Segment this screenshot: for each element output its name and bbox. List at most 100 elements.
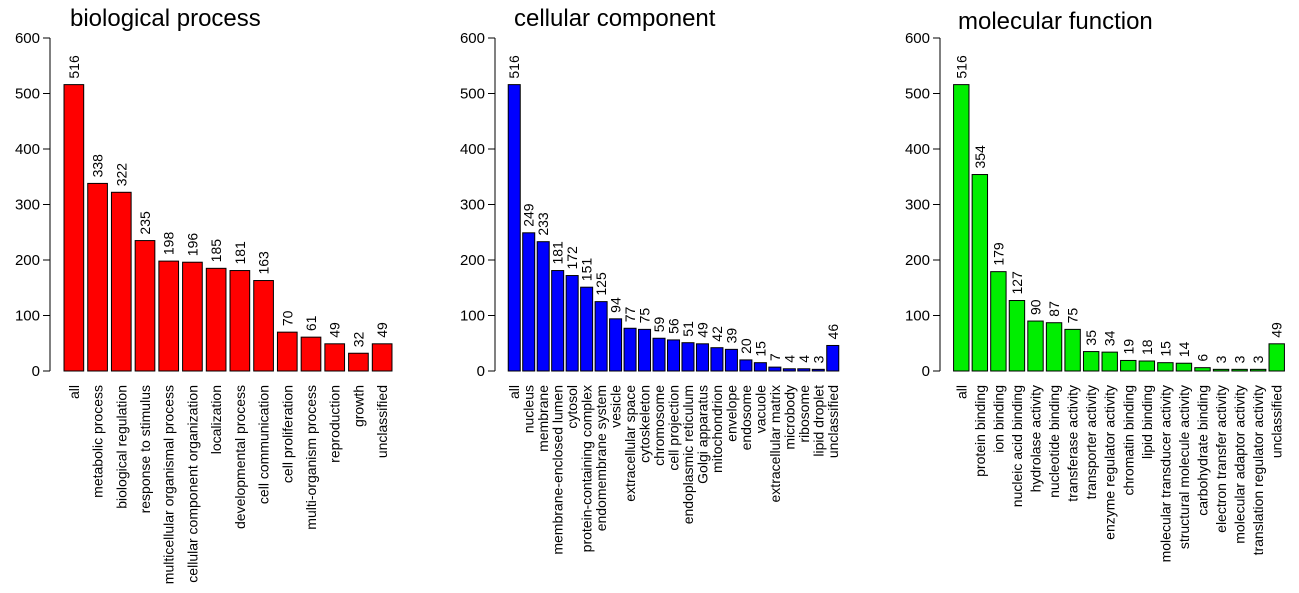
category-label: hydrolase activity	[1028, 385, 1044, 492]
y-tick-label: 500	[460, 86, 485, 103]
category-label: molecular transducer activity	[1157, 385, 1173, 562]
bar	[594, 301, 608, 372]
category-label: unclassified	[1269, 385, 1285, 458]
bar	[276, 331, 298, 372]
category-label: nucleic acid binding	[1009, 385, 1025, 507]
category-label: multicellular organismal process	[161, 385, 177, 584]
data-label: 75	[1065, 308, 1081, 324]
chart-panel-3: molecular function 0 100 200 300 400 500 600 516…	[905, 8, 1285, 562]
y-tick-label: 0	[32, 363, 40, 380]
bar	[182, 261, 203, 372]
bar	[522, 232, 536, 372]
data-label: 39	[723, 328, 739, 344]
data-label: 125	[593, 272, 609, 296]
bar	[990, 271, 1007, 372]
data-label: 18	[1139, 339, 1155, 355]
y-tick-label: 600	[905, 30, 930, 47]
category-label: chromatin binding	[1120, 385, 1136, 496]
bar	[1008, 300, 1026, 372]
y-tick-label: 500	[905, 86, 930, 103]
category-label: nucleus	[521, 385, 537, 433]
data-label: 181	[232, 241, 248, 265]
y-tick-label: 200	[460, 252, 485, 269]
category-label: cell proliferation	[279, 385, 295, 483]
data-label: 94	[608, 297, 624, 313]
bar	[87, 182, 108, 372]
bar	[768, 366, 782, 372]
bar	[371, 343, 393, 372]
category-label: all	[953, 385, 969, 399]
data-label: 75	[637, 308, 653, 324]
bar	[110, 191, 132, 372]
category-label: reproduction	[327, 385, 343, 463]
category-label: chromosome	[651, 385, 667, 466]
bar	[1045, 322, 1063, 372]
category-label: extracellular space	[622, 385, 638, 502]
y-tick-label: 200	[15, 252, 40, 269]
y-tick-label: 400	[905, 141, 930, 158]
data-label: 32	[350, 331, 366, 347]
category-label: all	[66, 385, 82, 399]
data-label: 233	[535, 212, 551, 236]
data-label: 51	[680, 321, 696, 337]
category-label: structural molecule activity	[1176, 385, 1192, 549]
data-label: 34	[1102, 330, 1118, 346]
y-tick-label: 100	[15, 308, 40, 325]
category-label: cellular component organization	[184, 385, 200, 583]
category-label: ribosome	[796, 385, 812, 443]
category-label: membrane-enclosed lumen	[550, 385, 566, 555]
data-label: 35	[1083, 330, 1099, 346]
data-label: 87	[1046, 301, 1062, 317]
data-label: 59	[651, 316, 667, 332]
bar	[1064, 328, 1081, 372]
data-label: 196	[184, 233, 200, 257]
bar	[63, 84, 85, 372]
category-label: lipid binding	[1139, 385, 1155, 459]
data-label: 77	[622, 306, 638, 322]
bar	[623, 327, 637, 372]
bar	[229, 270, 251, 372]
chart-title: molecular function	[958, 8, 1153, 35]
data-label: 516	[66, 55, 82, 79]
data-label: 127	[1009, 271, 1025, 295]
data-label: 249	[521, 203, 537, 227]
bar	[1194, 367, 1211, 372]
bar	[158, 260, 180, 372]
data-label: 235	[137, 211, 153, 235]
y-tick-label: 600	[460, 30, 485, 47]
bar	[551, 270, 565, 372]
chart-panel-2: cellular component 0 100 200 300 400 500 600 516…	[460, 5, 841, 555]
bar	[652, 337, 666, 372]
data-label: 181	[550, 241, 566, 265]
y-tick-label: 600	[15, 30, 40, 47]
chart-title: cellular component	[514, 5, 716, 32]
category-label: microbody	[781, 385, 797, 450]
bar	[782, 368, 796, 372]
category-label: translation regulator activity	[1250, 385, 1266, 555]
y-tick-label: 0	[922, 363, 930, 380]
bar	[253, 280, 274, 372]
bar	[609, 318, 623, 372]
category-label: cell communication	[256, 385, 272, 504]
bar	[710, 347, 724, 372]
bar	[1175, 362, 1193, 372]
bar	[638, 328, 652, 372]
bar	[739, 359, 753, 372]
bar	[507, 84, 521, 372]
y-tick-label: 500	[15, 86, 40, 103]
data-label: 6	[1195, 354, 1211, 362]
data-label: 3	[1250, 355, 1266, 363]
category-label: membrane	[535, 385, 551, 452]
bar	[348, 352, 369, 372]
category-label: endoplasmic reticulum	[680, 385, 696, 524]
data-label: 15	[752, 341, 768, 357]
bar	[536, 241, 550, 372]
data-label: 70	[279, 310, 295, 326]
data-label: 516	[506, 55, 522, 79]
data-label: 49	[1269, 322, 1285, 338]
chart-panel-1: biological process 0 100 200 300 400 500 600 516…	[15, 5, 393, 584]
bar	[1027, 320, 1044, 372]
bar	[797, 368, 811, 372]
data-label: 198	[161, 232, 177, 256]
data-label: 4	[781, 355, 797, 363]
